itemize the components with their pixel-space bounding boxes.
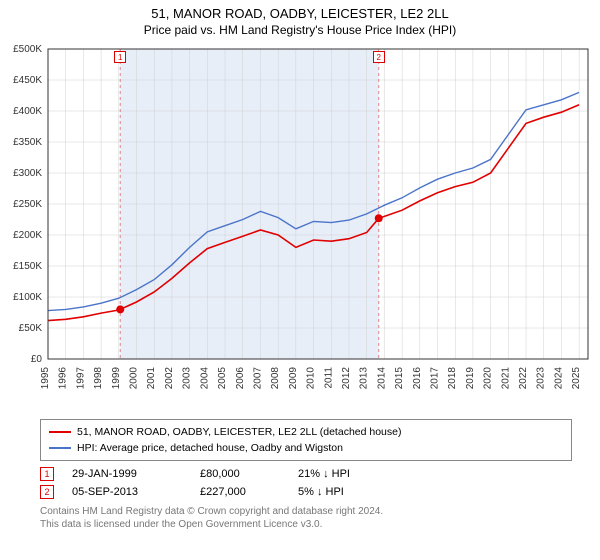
sale-price: £227,000 bbox=[200, 486, 280, 498]
svg-text:2025: 2025 bbox=[571, 367, 582, 390]
svg-text:2014: 2014 bbox=[376, 367, 387, 390]
svg-text:1996: 1996 bbox=[58, 367, 69, 390]
legend-swatch bbox=[49, 431, 71, 433]
svg-text:2023: 2023 bbox=[536, 367, 547, 390]
sale-row: 2 05-SEP-2013 £227,000 5% ↓ HPI bbox=[40, 483, 572, 501]
legend-label: 51, MANOR ROAD, OADBY, LEICESTER, LE2 2L… bbox=[77, 426, 401, 438]
attribution: Contains HM Land Registry data © Crown c… bbox=[40, 505, 572, 531]
svg-text:£0: £0 bbox=[31, 354, 43, 365]
svg-text:£400K: £400K bbox=[13, 106, 42, 117]
svg-text:2010: 2010 bbox=[306, 367, 317, 390]
svg-text:2018: 2018 bbox=[447, 367, 458, 390]
svg-text:2011: 2011 bbox=[323, 367, 334, 389]
svg-text:£200K: £200K bbox=[13, 230, 42, 241]
svg-text:2003: 2003 bbox=[182, 367, 193, 390]
sale-date: 05-SEP-2013 bbox=[72, 486, 182, 498]
legend: 51, MANOR ROAD, OADBY, LEICESTER, LE2 2L… bbox=[40, 419, 572, 461]
svg-text:2024: 2024 bbox=[553, 367, 564, 390]
svg-text:2013: 2013 bbox=[359, 367, 370, 390]
svg-text:£450K: £450K bbox=[13, 75, 42, 86]
svg-text:1997: 1997 bbox=[75, 367, 86, 390]
svg-text:£150K: £150K bbox=[13, 261, 42, 272]
svg-text:£500K: £500K bbox=[13, 44, 42, 55]
sale-marker-box: 1 bbox=[40, 467, 54, 481]
line-chart: £0 £50K £100K £150K £200K £250K £300K £350K £400… bbox=[0, 43, 600, 413]
sales-table: 1 29-JAN-1999 £80,000 21% ↓ HPI 2 05-SEP-2013… bbox=[40, 465, 572, 501]
attribution-line: This data is licensed under the Open Gov… bbox=[40, 518, 572, 531]
svg-text:2005: 2005 bbox=[217, 367, 228, 390]
legend-swatch bbox=[49, 447, 71, 449]
sale-marker-box: 2 bbox=[40, 485, 54, 499]
sale-marker-2: 2 bbox=[373, 51, 385, 63]
svg-text:2006: 2006 bbox=[235, 367, 246, 390]
sale-price: £80,000 bbox=[200, 468, 280, 480]
svg-text:2004: 2004 bbox=[199, 367, 210, 390]
svg-text:2009: 2009 bbox=[288, 367, 299, 390]
svg-text:1998: 1998 bbox=[93, 367, 104, 390]
svg-text:2008: 2008 bbox=[270, 367, 281, 390]
sale-diff: 21% ↓ HPI bbox=[298, 468, 378, 480]
svg-text:2001: 2001 bbox=[146, 367, 157, 390]
svg-text:2007: 2007 bbox=[252, 367, 263, 390]
svg-text:2021: 2021 bbox=[500, 367, 511, 390]
chart-area: £0 £50K £100K £150K £200K £250K £300K £350K £400… bbox=[0, 43, 600, 413]
legend-label: HPI: Average price, detached house, Oadb… bbox=[77, 442, 343, 454]
svg-text:£250K: £250K bbox=[13, 199, 42, 210]
svg-text:2022: 2022 bbox=[518, 367, 529, 390]
attribution-line: Contains HM Land Registry data © Crown c… bbox=[40, 505, 572, 518]
svg-text:2019: 2019 bbox=[465, 367, 476, 390]
legend-item: HPI: Average price, detached house, Oadb… bbox=[49, 440, 563, 456]
sale-marker-1: 1 bbox=[114, 51, 126, 63]
svg-text:2017: 2017 bbox=[430, 367, 441, 390]
svg-text:£50K: £50K bbox=[19, 323, 43, 334]
svg-text:1995: 1995 bbox=[40, 367, 51, 390]
svg-text:2000: 2000 bbox=[129, 367, 140, 390]
svg-text:£100K: £100K bbox=[13, 292, 42, 303]
svg-text:2012: 2012 bbox=[341, 367, 352, 390]
svg-text:1999: 1999 bbox=[111, 367, 122, 390]
sale-row: 1 29-JAN-1999 £80,000 21% ↓ HPI bbox=[40, 465, 572, 483]
svg-text:£300K: £300K bbox=[13, 168, 42, 179]
svg-text:2020: 2020 bbox=[483, 367, 494, 390]
svg-text:£350K: £350K bbox=[13, 137, 42, 148]
sale-diff: 5% ↓ HPI bbox=[298, 486, 378, 498]
sale-date: 29-JAN-1999 bbox=[72, 468, 182, 480]
svg-text:2015: 2015 bbox=[394, 367, 405, 390]
page-subtitle: Price paid vs. HM Land Registry's House … bbox=[0, 21, 600, 43]
page-title: 51, MANOR ROAD, OADBY, LEICESTER, LE2 2L… bbox=[0, 0, 600, 21]
svg-text:2016: 2016 bbox=[412, 367, 423, 390]
svg-text:2002: 2002 bbox=[164, 367, 175, 390]
legend-item: 51, MANOR ROAD, OADBY, LEICESTER, LE2 2L… bbox=[49, 424, 563, 440]
